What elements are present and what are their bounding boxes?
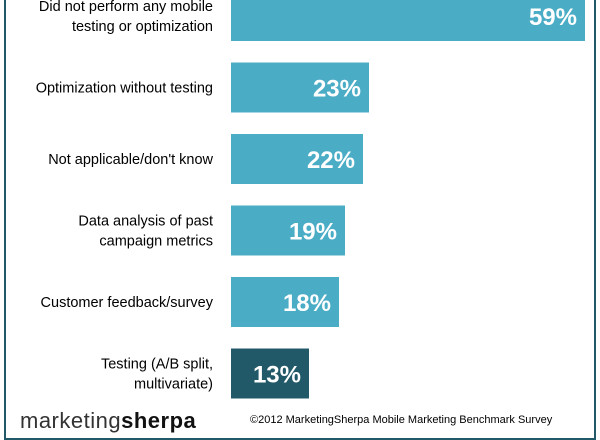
copyright-footer: ©2012 MarketingSherpa Mobile Marketing B… bbox=[250, 414, 553, 426]
data-label: 59% bbox=[529, 4, 577, 31]
bar bbox=[231, 0, 585, 41]
category-label: Optimization without testing bbox=[36, 81, 213, 97]
data-label: 22% bbox=[307, 147, 355, 174]
bar bbox=[231, 348, 309, 399]
data-label: 19% bbox=[289, 219, 337, 246]
category-label: campaign metrics bbox=[99, 234, 213, 250]
category-label: Data analysis of past bbox=[78, 214, 213, 230]
bar-chart: 59% Did not perform any mobile testing or … bbox=[36, 0, 585, 399]
logo-text-light: marketing bbox=[20, 408, 122, 433]
category-label: Customer feedback/survey bbox=[41, 295, 214, 311]
data-label: 18% bbox=[283, 290, 331, 317]
bar bbox=[231, 205, 345, 256]
category-label: testing or optimization bbox=[72, 19, 213, 35]
category-label: Testing (A/B split, bbox=[101, 357, 213, 373]
category-label: Not applicable/don't know bbox=[48, 152, 213, 168]
data-label: 23% bbox=[313, 76, 361, 103]
logo-text-bold: sherpa bbox=[121, 408, 197, 433]
bar bbox=[231, 277, 339, 327]
bar bbox=[231, 62, 369, 113]
category-label: Did not perform any mobile bbox=[39, 0, 213, 15]
bar bbox=[231, 134, 363, 184]
category-label: multivariate) bbox=[134, 377, 213, 393]
marketingsherpa-logo: marketingsherpa bbox=[20, 408, 196, 434]
data-label: 13% bbox=[253, 362, 301, 389]
